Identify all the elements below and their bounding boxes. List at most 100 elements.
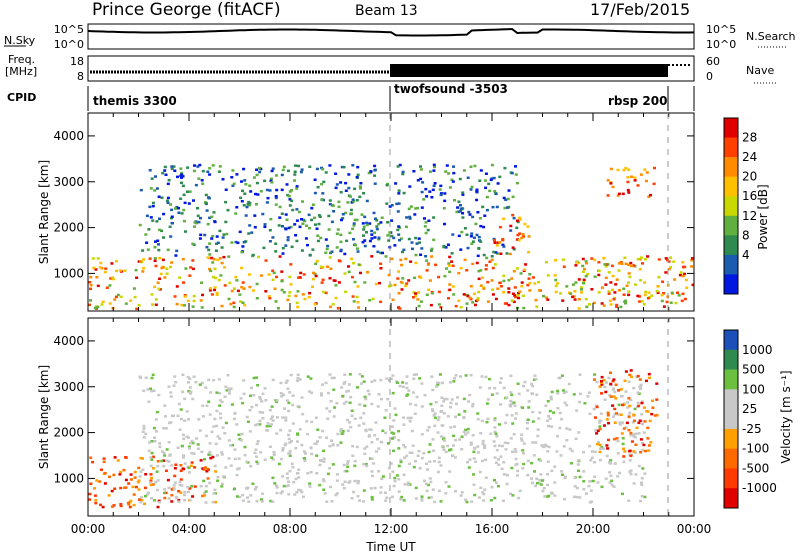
data-cell — [381, 429, 385, 433]
data-cell — [423, 393, 427, 397]
data-cell — [315, 167, 319, 171]
data-cell — [639, 383, 643, 387]
data-cell — [511, 422, 515, 425]
data-cell — [377, 393, 381, 396]
data-cell — [609, 395, 613, 398]
data-cell — [303, 450, 306, 453]
data-cell — [255, 376, 259, 379]
data-cell — [491, 266, 495, 270]
data-cell — [549, 491, 553, 495]
data-cell — [375, 227, 379, 231]
data-cell — [613, 390, 617, 394]
data-cell — [467, 466, 471, 469]
data-cell — [474, 222, 478, 226]
data-cell — [256, 440, 260, 443]
data-cell — [143, 494, 147, 498]
data-cell — [95, 276, 99, 279]
data-cell — [546, 298, 550, 301]
data-cell — [356, 479, 360, 483]
data-cell — [400, 263, 403, 267]
data-cell — [341, 217, 345, 220]
data-cell — [600, 302, 604, 305]
data-cell — [411, 444, 415, 447]
data-cell — [212, 378, 216, 382]
data-cell — [89, 275, 93, 279]
data-cell — [635, 426, 639, 430]
data-cell — [261, 416, 265, 420]
data-cell — [227, 389, 231, 392]
data-cell — [211, 275, 215, 279]
data-cell — [101, 300, 105, 304]
data-cell — [165, 199, 169, 203]
data-cell — [170, 464, 174, 467]
data-cell — [585, 262, 588, 265]
colorbar-swatch-3 — [724, 176, 738, 197]
data-cell — [366, 389, 370, 393]
data-cell — [288, 204, 292, 207]
data-cell — [460, 230, 464, 234]
data-cell — [373, 169, 377, 172]
station-title: Prince George (fitACF) — [92, 0, 281, 20]
data-cell — [613, 421, 617, 424]
data-cell — [479, 224, 483, 228]
data-cell — [221, 236, 225, 239]
data-cell — [538, 478, 542, 482]
data-cell — [459, 204, 462, 207]
data-cell — [281, 447, 285, 450]
data-cell — [173, 169, 177, 172]
data-cell — [439, 193, 443, 197]
data-cell — [163, 454, 167, 457]
data-cell — [297, 468, 301, 471]
data-cell — [543, 443, 547, 447]
data-cell — [155, 187, 159, 190]
data-cell — [606, 447, 610, 450]
data-cell — [286, 298, 290, 302]
data-cell — [469, 285, 473, 288]
data-cell — [590, 450, 594, 453]
data-cell — [182, 456, 186, 459]
data-cell — [494, 432, 498, 435]
data-cell — [207, 378, 211, 382]
colorbar-tick-6: 4 — [742, 248, 750, 262]
data-cell — [555, 450, 559, 453]
data-cell — [614, 383, 618, 386]
data-cell — [608, 471, 612, 474]
data-cell — [401, 277, 405, 280]
data-cell — [438, 489, 441, 493]
data-cell — [482, 499, 486, 502]
data-cell — [496, 182, 500, 185]
data-cell — [309, 471, 313, 474]
data-cell — [322, 180, 326, 184]
data-cell — [241, 301, 245, 304]
data-cell — [631, 440, 634, 443]
data-cell — [457, 413, 461, 416]
data-cell — [230, 176, 234, 179]
data-cell — [207, 248, 211, 252]
data-cell — [239, 300, 242, 303]
data-cell — [356, 301, 360, 304]
data-cell — [639, 386, 643, 389]
data-cell — [517, 239, 521, 242]
data-cell — [240, 200, 244, 203]
data-cell — [419, 165, 422, 168]
data-cell — [212, 211, 216, 214]
colorbar-swatch-7 — [724, 254, 738, 275]
data-cell — [296, 376, 300, 380]
data-cell — [604, 276, 608, 280]
data-cell — [351, 454, 355, 457]
data-cell — [151, 204, 155, 208]
data-cell — [389, 462, 393, 465]
data-cell — [605, 418, 609, 421]
data-cell — [238, 230, 242, 234]
data-cell — [191, 305, 195, 308]
data-cell — [479, 432, 483, 435]
data-cell — [242, 167, 246, 171]
data-cell — [306, 375, 310, 378]
data-cell — [484, 375, 488, 379]
data-cell — [451, 180, 455, 183]
data-cell — [431, 409, 435, 413]
data-cell — [358, 195, 362, 199]
data-cell — [329, 267, 333, 270]
data-cell — [149, 479, 153, 483]
data-cell — [527, 277, 531, 280]
